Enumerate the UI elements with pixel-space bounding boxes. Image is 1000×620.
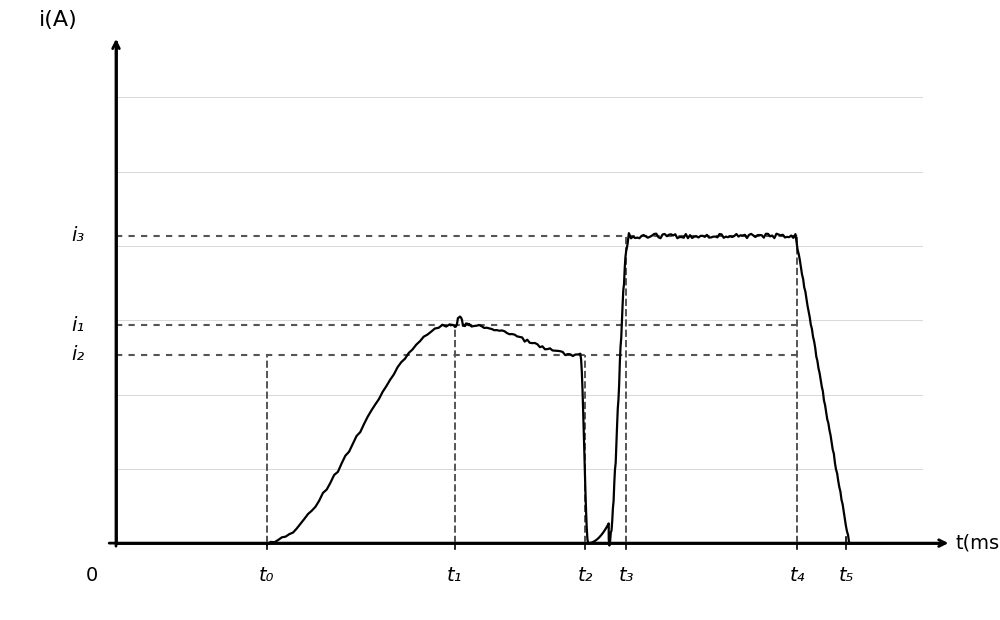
Text: t₀: t₀ — [259, 565, 275, 585]
Text: i(A): i(A) — [39, 11, 78, 30]
Text: t₁: t₁ — [447, 565, 462, 585]
Text: i₂: i₂ — [71, 345, 84, 365]
Text: t(ms): t(ms) — [956, 534, 1000, 552]
Text: t₂: t₂ — [577, 565, 593, 585]
Text: t₄: t₄ — [790, 565, 805, 585]
Text: t₃: t₃ — [618, 565, 634, 585]
Text: i₃: i₃ — [71, 226, 84, 246]
Text: 0: 0 — [86, 565, 98, 585]
Text: i₁: i₁ — [71, 316, 84, 335]
Text: t₅: t₅ — [839, 565, 854, 585]
